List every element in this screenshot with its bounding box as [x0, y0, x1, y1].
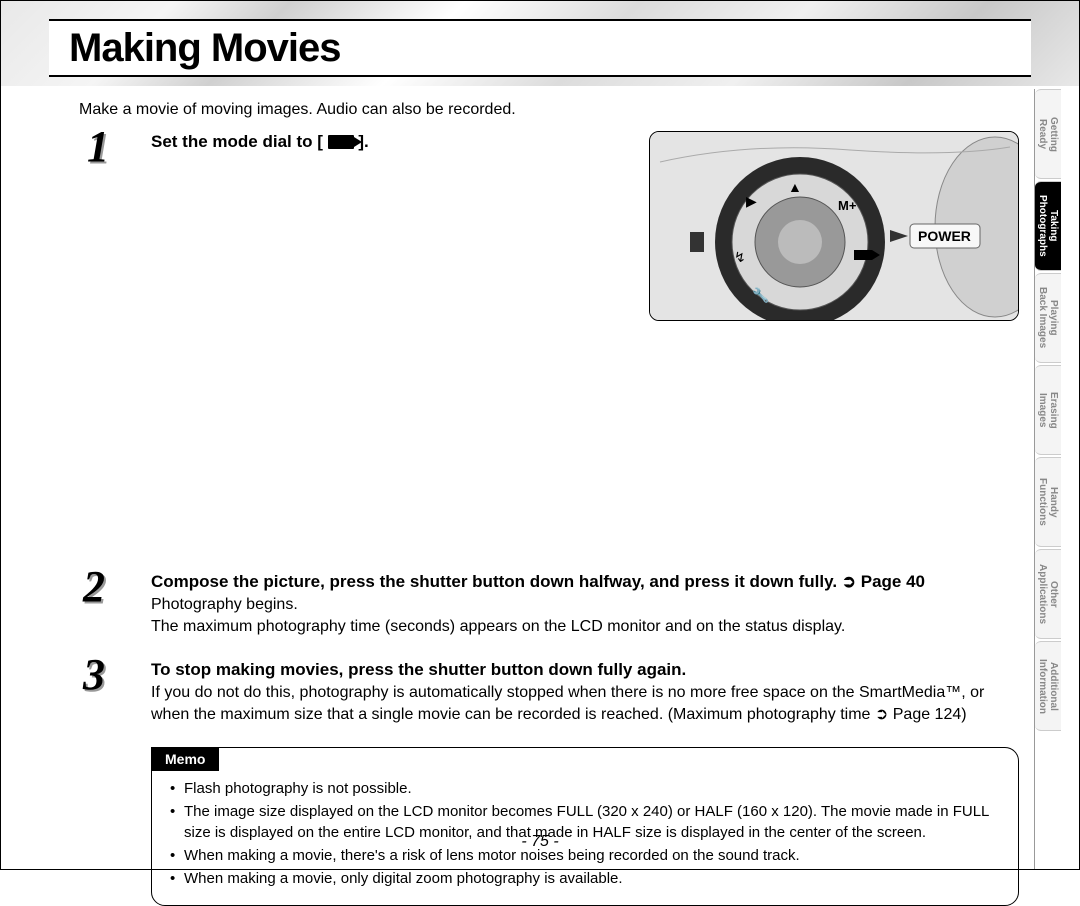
- step-3-heading: To stop making movies, press the shutter…: [151, 659, 1019, 682]
- svg-text:🔧: 🔧: [752, 286, 769, 304]
- step-number-2-icon: 22: [79, 565, 127, 613]
- content-area: 11 Set the mode dial to [ ].: [79, 131, 1019, 906]
- intro-text: Make a movie of moving images. Audio can…: [79, 101, 516, 119]
- tab-taking-photographs[interactable]: TakingPhotographs: [1035, 181, 1061, 271]
- power-label: POWER: [918, 228, 971, 244]
- step-1-heading-prefix: Set the mode dial to [: [151, 132, 328, 151]
- step-number-3-icon: 33: [79, 653, 127, 701]
- step-number-1-icon: 11: [79, 125, 127, 173]
- svg-text:↯: ↯: [734, 249, 746, 265]
- tab-getting-ready[interactable]: GettingReady: [1035, 89, 1061, 179]
- svg-text:2: 2: [82, 565, 105, 611]
- step-2-heading: Compose the picture, press the shutter b…: [151, 571, 1019, 594]
- movie-mode-icon: [328, 135, 354, 149]
- step-3-body: If you do not do this, photography is au…: [151, 682, 1019, 725]
- svg-text:1: 1: [87, 125, 109, 171]
- step-2-body-2: The maximum photography time (seconds) a…: [151, 616, 1019, 638]
- tab-additional-information[interactable]: AdditionalInformation: [1035, 641, 1061, 731]
- section-tabs: GettingReady TakingPhotographs PlayingBa…: [1034, 89, 1079, 869]
- step-2-body-1: Photography begins.: [151, 594, 1019, 616]
- memo-box: Memo Flash photography is not possible. …: [151, 747, 1019, 906]
- step-3: 33 To stop making movies, press the shut…: [79, 659, 1019, 725]
- title-bar: Making Movies: [49, 19, 1031, 77]
- step-1-heading: Set the mode dial to [ ].: [151, 132, 369, 151]
- memo-item: Flash photography is not possible.: [170, 778, 1000, 799]
- step-1: 11 Set the mode dial to [ ].: [79, 131, 1019, 341]
- svg-text:3: 3: [82, 653, 105, 699]
- step-2: 22 Compose the picture, press the shutte…: [79, 571, 1019, 637]
- svg-text:▶: ▶: [746, 193, 757, 209]
- tab-other-applications[interactable]: OtherApplications: [1035, 549, 1061, 639]
- tab-erasing-images[interactable]: ErasingImages: [1035, 365, 1061, 455]
- svg-text:▲: ▲: [788, 179, 802, 195]
- camera-dial-illustration: ▲ M+ ▶ ↯ 🔧 POWER: [649, 131, 1019, 321]
- tab-playing-back-images[interactable]: PlayingBack Images: [1035, 273, 1061, 363]
- tab-handy-functions[interactable]: HandyFunctions: [1035, 457, 1061, 547]
- page-number: - 75 -: [1, 833, 1079, 851]
- memo-item: When making a movie, only digital zoom p…: [170, 868, 1000, 889]
- svg-text:M+: M+: [838, 198, 857, 213]
- page-title: Making Movies: [69, 26, 341, 71]
- memo-label: Memo: [151, 747, 219, 771]
- manual-page: Making Movies Make a movie of moving ima…: [0, 0, 1080, 870]
